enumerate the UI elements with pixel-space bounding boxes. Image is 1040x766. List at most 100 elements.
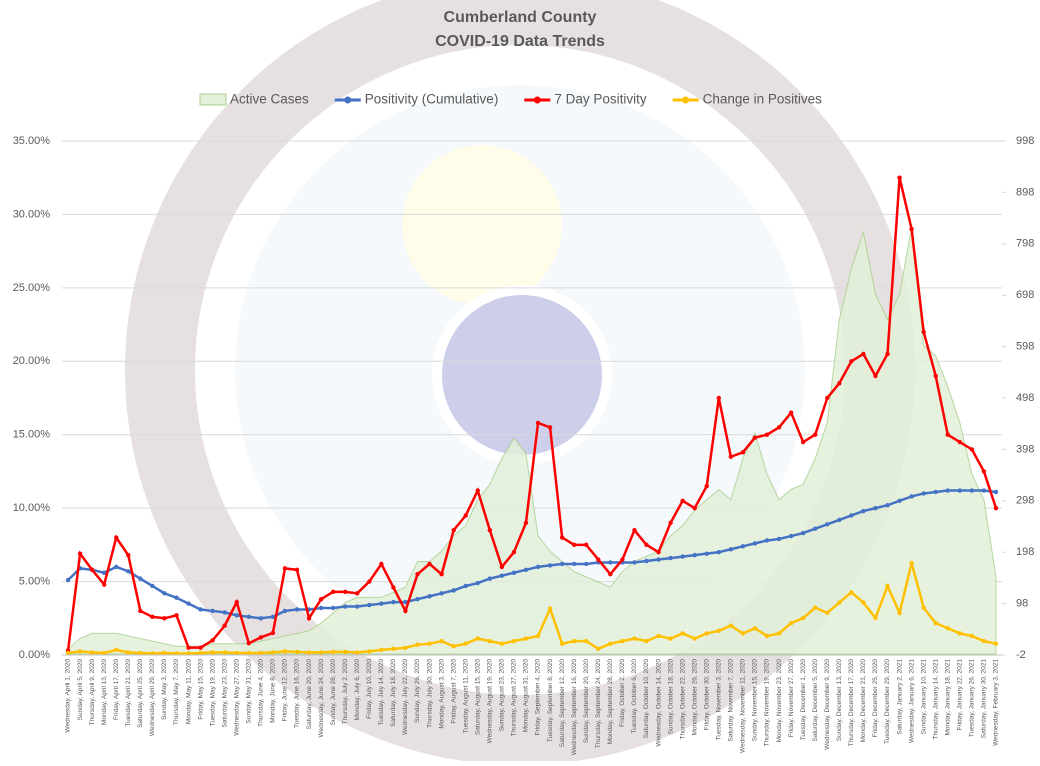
x-tick-label: Thursday, May 7, 2020 xyxy=(173,659,180,725)
marker xyxy=(837,517,842,523)
marker xyxy=(258,650,264,656)
marker xyxy=(523,567,529,573)
x-tick-label: Tuesday, May 19, 2020 xyxy=(209,659,216,727)
marker xyxy=(752,541,758,546)
marker xyxy=(294,649,300,655)
x-tick-label: Sunday, June 28, 2020 xyxy=(330,659,337,726)
x-tick-label: Friday, May 15, 2020 xyxy=(197,659,204,720)
x-tick-label: Monday, June 8, 2020 xyxy=(270,659,277,723)
marker xyxy=(439,572,444,577)
marker xyxy=(65,650,71,656)
x-tick-label: Monday, July 6, 2020 xyxy=(354,659,361,721)
marker xyxy=(571,542,577,548)
marker xyxy=(800,439,806,445)
marker xyxy=(126,569,131,574)
x-tick-label: Wednesday, December 9, 2020 xyxy=(824,659,831,750)
marker xyxy=(439,591,444,596)
marker xyxy=(475,580,480,586)
y2-tick-label: 198 xyxy=(1016,546,1034,558)
x-tick-label: Friday, July 10, 2020 xyxy=(366,659,373,719)
x-tick-label: Wednesday, June 24, 2020 xyxy=(318,659,325,738)
y-tick-label: 35.00% xyxy=(13,135,51,147)
marker xyxy=(198,607,203,612)
marker xyxy=(656,633,661,639)
x-tick-label: Monday, August 3, 2020 xyxy=(438,659,445,729)
marker xyxy=(813,432,818,437)
y2-tick-label: 598 xyxy=(1016,341,1034,353)
marker xyxy=(391,599,396,605)
x-tick-label: Saturday, July 18, 2020 xyxy=(390,659,397,727)
marker xyxy=(885,583,890,589)
marker xyxy=(680,498,685,503)
x-tick-label: Thursday, July 30, 2020 xyxy=(426,659,433,728)
marker xyxy=(837,600,842,605)
legend-label: 7 Day Positivity xyxy=(554,92,647,107)
marker xyxy=(981,469,987,474)
marker xyxy=(487,527,493,533)
x-tick-label: Wednesday, July 22, 2020 xyxy=(402,659,409,735)
x-tick-label: Monday, April 13, 2020 xyxy=(101,659,108,725)
marker xyxy=(343,589,348,595)
marker xyxy=(704,551,709,556)
marker xyxy=(367,579,372,584)
marker xyxy=(101,650,107,656)
marker xyxy=(138,576,143,581)
marker xyxy=(463,583,468,589)
x-tick-label: Thursday, July 2, 2020 xyxy=(342,659,349,725)
marker xyxy=(945,626,950,631)
x-tick-label: Saturday, November 7, 2020 xyxy=(728,659,735,742)
marker xyxy=(210,650,215,655)
marker xyxy=(451,588,456,593)
x-tick-label: Saturday, May 23, 2020 xyxy=(221,659,228,728)
marker xyxy=(571,638,577,644)
marker xyxy=(764,538,770,543)
x-tick-label: Thursday, January 14, 2021 xyxy=(932,659,939,740)
marker xyxy=(909,494,914,499)
x-tick-label: Friday, October 30, 2020 xyxy=(703,659,710,731)
marker xyxy=(379,647,384,653)
marker xyxy=(993,489,999,495)
marker xyxy=(65,577,71,583)
marker xyxy=(969,488,975,493)
marker xyxy=(668,520,673,526)
marker xyxy=(330,605,336,611)
marker xyxy=(993,505,999,511)
marker xyxy=(246,641,251,646)
x-tick-label: Sunday, January 10, 2021 xyxy=(920,659,927,735)
marker xyxy=(487,638,493,644)
legend-marker xyxy=(682,96,690,104)
x-tick-label: Saturday, October 10, 2020 xyxy=(643,659,650,739)
y-tick-label: 15.00% xyxy=(13,429,51,441)
marker xyxy=(306,616,312,621)
marker xyxy=(318,596,324,602)
x-tick-label: Saturday, August 15, 2020 xyxy=(474,659,481,736)
x-tick-label: Saturday, April 25, 2020 xyxy=(137,659,144,728)
marker xyxy=(355,591,360,596)
marker xyxy=(162,591,167,596)
chart-subtitle: COVID-19 Data Trends xyxy=(435,33,605,50)
marker xyxy=(897,498,902,503)
marker xyxy=(921,491,926,496)
marker xyxy=(692,505,697,511)
x-tick-label: Monday, October 26, 2020 xyxy=(691,659,698,736)
marker xyxy=(246,614,251,620)
marker xyxy=(608,572,613,577)
marker xyxy=(825,522,830,527)
x-tick-label: Thursday, December 17, 2020 xyxy=(848,659,855,747)
x-tick-label: Sunday, August 23, 2020 xyxy=(499,659,506,732)
marker xyxy=(740,631,746,636)
x-tick-label: Saturday, December 5, 2020 xyxy=(812,659,819,742)
marker xyxy=(813,605,818,610)
marker xyxy=(487,576,493,581)
marker xyxy=(776,631,782,636)
marker xyxy=(126,650,131,655)
marker xyxy=(921,605,926,610)
marker xyxy=(788,410,794,415)
marker xyxy=(692,636,697,641)
marker xyxy=(547,425,553,430)
y2-tick-label: 398 xyxy=(1016,443,1034,455)
x-tick-label: Tuesday, September 8, 2020 xyxy=(547,659,554,742)
marker xyxy=(692,552,697,558)
x-tick-label: Friday, January 22, 2021 xyxy=(957,659,964,731)
